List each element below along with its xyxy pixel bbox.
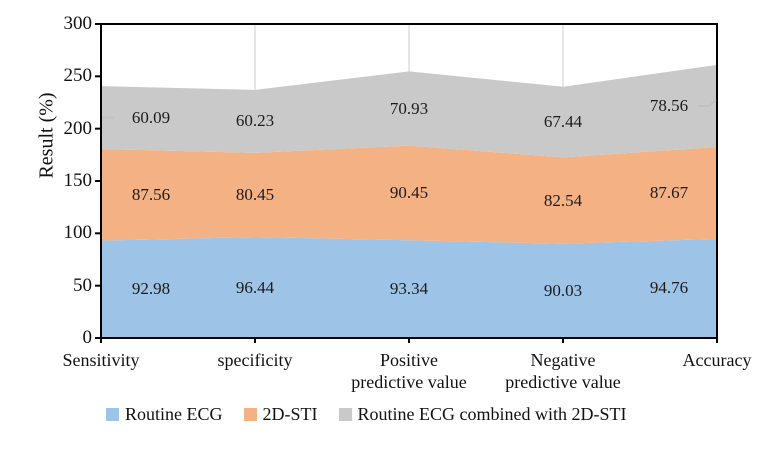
y-tick-label: 250 bbox=[63, 65, 93, 87]
area-routine-ecg bbox=[101, 237, 717, 338]
legend-item-routine-ecg-combined-with-2d-sti: Routine ECG combined with 2D-STI bbox=[338, 404, 627, 425]
legend-swatch-icon bbox=[243, 408, 257, 421]
data-label-2d-sti: 80.45 bbox=[235, 184, 275, 204]
data-label-2d-sti: 87.67 bbox=[649, 182, 689, 202]
data-label-2d-sti: 82.54 bbox=[543, 190, 583, 210]
data-label-routine-ecg-combined-with-2d-sti: 70.93 bbox=[389, 98, 429, 118]
data-label-routine-ecg: 93.34 bbox=[389, 279, 429, 299]
legend-label: Routine ECG bbox=[125, 404, 223, 424]
y-tick-label: 100 bbox=[63, 222, 93, 244]
data-label-routine-ecg: 90.03 bbox=[543, 280, 583, 300]
y-tick-label: 300 bbox=[63, 13, 93, 34]
x-category-label-positive-predictive-value: Positive predictive value bbox=[351, 350, 467, 392]
data-label-routine-ecg-combined-with-2d-sti: 78.56 bbox=[649, 95, 689, 115]
area-routine-ecg-combined-with-2d-sti bbox=[101, 64, 717, 158]
legend-swatch-icon bbox=[106, 408, 119, 421]
x-category-label-negative-predictive-value: Negative predictive value bbox=[505, 350, 621, 392]
data-label-routine-ecg-combined-with-2d-sti: 60.23 bbox=[235, 111, 275, 131]
leader-line bbox=[698, 99, 717, 107]
data-label-routine-ecg-combined-with-2d-sti: 60.09 bbox=[131, 107, 171, 127]
legend-item-2d-sti: 2D-STI bbox=[243, 404, 318, 425]
y-tick-label: 200 bbox=[63, 117, 93, 139]
legend-label: Routine ECG combined with 2D-STI bbox=[357, 404, 627, 424]
legend-label: 2D-STI bbox=[262, 404, 318, 424]
data-label-routine-ecg-combined-with-2d-sti: 67.44 bbox=[543, 112, 583, 132]
y-tick-label: 150 bbox=[63, 170, 93, 191]
data-label-routine-ecg: 92.98 bbox=[131, 279, 171, 299]
x-category-label-accuracy: Accuracy bbox=[682, 350, 752, 370]
area-2d-sti bbox=[101, 145, 717, 244]
data-label-routine-ecg: 96.44 bbox=[235, 277, 275, 297]
data-label-2d-sti: 90.45 bbox=[389, 182, 429, 202]
y-tick-label: 0 bbox=[82, 327, 93, 348]
x-category-label-sensitivity: Sensitivity bbox=[62, 350, 140, 370]
legend-swatch-icon bbox=[338, 408, 352, 421]
y-tick-label: 50 bbox=[73, 274, 92, 296]
data-label-2d-sti: 87.56 bbox=[131, 184, 171, 204]
chart-legend: Routine ECG 2D-STI Routine ECG combined wi… bbox=[106, 404, 773, 425]
x-category-label-specificity: specificity bbox=[217, 350, 293, 370]
legend-item-routine-ecg: Routine ECG bbox=[106, 404, 223, 425]
data-label-routine-ecg: 94.76 bbox=[649, 278, 689, 298]
